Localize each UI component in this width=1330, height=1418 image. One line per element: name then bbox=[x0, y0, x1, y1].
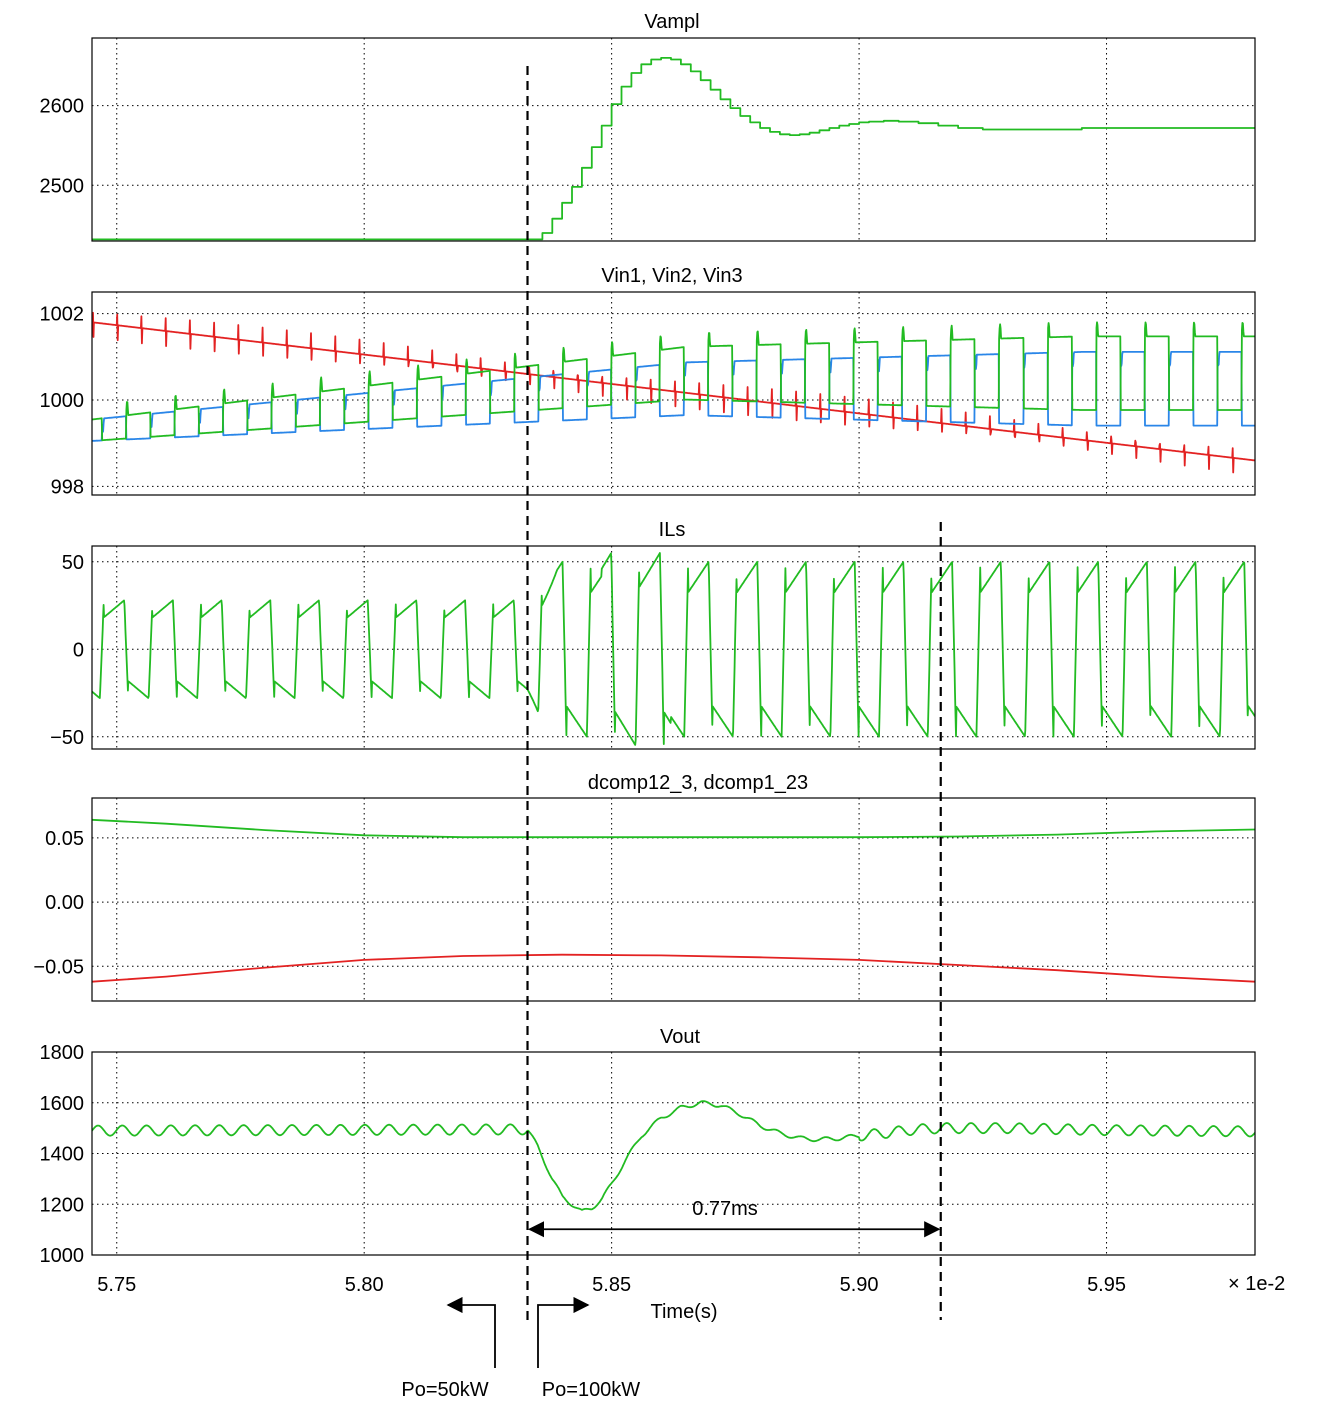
y-tick-label: 0.00 bbox=[45, 892, 84, 914]
panel-vout-plot: 1000 1200 1400 1600 1800 bbox=[40, 1042, 1256, 1267]
plot-frame bbox=[91, 1051, 1256, 1256]
y-tick-label: 1002 bbox=[40, 304, 85, 326]
plot-frame bbox=[91, 797, 1256, 1002]
panel-ils-plot: −50 0 50 bbox=[50, 545, 1256, 750]
panel-vampl: Vampl 2500 2600 bbox=[40, 11, 1256, 242]
panel-title-vampl: Vampl bbox=[644, 11, 699, 33]
panel-title-vin: Vin1, Vin2, Vin3 bbox=[601, 265, 742, 287]
interval-label: 0.77ms bbox=[692, 1198, 758, 1220]
y-tick-label: 2500 bbox=[40, 175, 85, 197]
panel-dcomp-plot: −0.05 0.00 0.05 bbox=[33, 797, 1256, 1002]
panel-vin-plot: 998 1000 1002 bbox=[40, 291, 1256, 498]
x-tick-label: 5.85 bbox=[592, 1274, 631, 1296]
after-load-arrow bbox=[537, 1296, 590, 1368]
panel-title-dcomp: dcomp12_3, dcomp1_23 bbox=[588, 772, 808, 794]
y-tick-label: 1200 bbox=[40, 1194, 85, 1216]
plot-frame bbox=[91, 291, 1256, 496]
y-tick-label: 998 bbox=[51, 476, 84, 498]
before-load-arrow bbox=[446, 1296, 496, 1368]
panel-vampl-plot: 2500 2600 bbox=[40, 37, 1256, 242]
panel-title-vout: Vout bbox=[660, 1026, 700, 1048]
plot-frame bbox=[91, 545, 1256, 750]
panel-title-ils: ILs bbox=[659, 519, 686, 541]
y-tick-label: 0 bbox=[73, 639, 84, 661]
x-axis-multiplier: × 1e-2 bbox=[1228, 1273, 1285, 1295]
y-tick-label: 1600 bbox=[40, 1093, 85, 1115]
y-tick-label: 1800 bbox=[40, 1042, 85, 1064]
after-load-label: Po=100kW bbox=[542, 1379, 641, 1401]
panel-dcomp: dcomp12_3, dcomp1_23 −0.05 0.00 0.05 bbox=[33, 772, 1256, 1002]
series-group bbox=[92, 818, 1255, 983]
y-tick-label: −0.05 bbox=[33, 956, 84, 978]
x-tick-label: 5.90 bbox=[840, 1274, 879, 1296]
y-tick-label: 1000 bbox=[40, 1245, 85, 1267]
series-blue-line bbox=[92, 350, 1255, 442]
x-tick-label: 5.75 bbox=[97, 1274, 136, 1296]
panel-ils: ILs −50 0 50 bbox=[50, 519, 1256, 750]
series-green-line bbox=[92, 818, 1255, 839]
y-tick-label: 1400 bbox=[40, 1144, 85, 1166]
series-group bbox=[92, 57, 1255, 241]
series-green-line bbox=[92, 321, 1255, 442]
series-group bbox=[92, 311, 1255, 474]
x-axis-label: Time(s) bbox=[650, 1301, 717, 1323]
x-tick-label: 5.95 bbox=[1087, 1274, 1126, 1296]
series-group bbox=[92, 552, 1255, 746]
plot-frame bbox=[91, 37, 1256, 242]
series-red-line bbox=[92, 311, 1255, 474]
panel-vout: Vout 1000 1200 1400 1600 1800 bbox=[40, 1026, 1256, 1267]
series-green-line bbox=[92, 57, 1255, 241]
series-red-line bbox=[92, 953, 1255, 983]
y-tick-label: 50 bbox=[62, 552, 84, 574]
series-green-line bbox=[92, 552, 1255, 746]
y-tick-label: −50 bbox=[50, 727, 84, 749]
x-axis: 5.75 5.80 5.85 5.90 5.95 bbox=[97, 1274, 1126, 1296]
panel-vin: Vin1, Vin2, Vin3 998 1000 1002 bbox=[40, 265, 1256, 498]
annotations: 0.77ms Po=50kW Po=100kW bbox=[401, 66, 942, 1401]
before-load-label: Po=50kW bbox=[401, 1379, 488, 1401]
y-tick-label: 1000 bbox=[40, 390, 85, 412]
y-tick-label: 2600 bbox=[40, 96, 85, 118]
series-green-line bbox=[92, 1100, 1255, 1211]
x-tick-label: 5.80 bbox=[345, 1274, 384, 1296]
series-group bbox=[92, 1100, 1255, 1211]
y-tick-label: 0.05 bbox=[45, 828, 84, 850]
